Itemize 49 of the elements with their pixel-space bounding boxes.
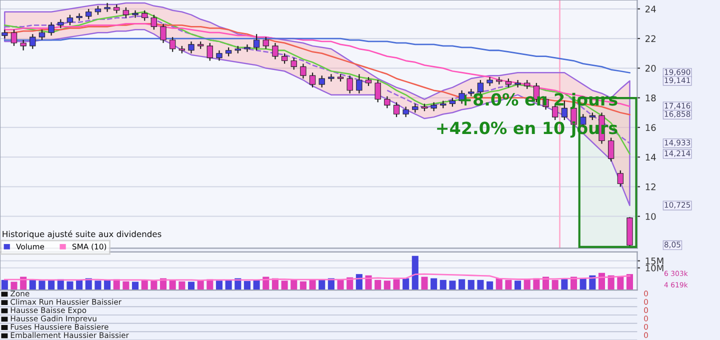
candlestick: [281, 52, 288, 64]
candlestick: [300, 63, 306, 80]
candlestick: [86, 8, 92, 20]
candlestick: [393, 102, 400, 118]
y-tick-label: 24: [646, 6, 656, 12]
y-tick-label: 18: [646, 94, 656, 102]
candlestick: [170, 36, 176, 52]
candlestick: [356, 74, 362, 94]
candlestick: [104, 2, 110, 12]
y-tick-label: 20: [646, 64, 656, 72]
y-tick-label: 12: [646, 183, 656, 190]
candlestick: [216, 50, 222, 62]
candlestick: [160, 23, 166, 44]
candlestick: [374, 79, 381, 103]
candlestick: [30, 34, 36, 50]
candlestick: [318, 75, 325, 88]
candlestick: [244, 44, 250, 52]
candlestick: [290, 57, 297, 70]
candlestick: [514, 79, 521, 88]
line-series: [4, 273, 630, 281]
candlestick: [38, 29, 46, 41]
candlestick: [262, 36, 269, 50]
candlestick: [253, 34, 260, 51]
candlestick: [10, 29, 18, 46]
candlestick: [66, 14, 74, 26]
candlestick: [142, 10, 148, 22]
y-tick-label: 14: [646, 154, 656, 160]
candlestick: [608, 137, 614, 162]
annotation: Historique ajusté suite aux dividendes: [2, 230, 162, 239]
candlestick: [20, 39, 26, 51]
candlestick: [272, 42, 278, 60]
candlestick: [206, 42, 213, 62]
candlestick: [384, 96, 390, 109]
candlestick: [346, 75, 353, 94]
candlestick: [402, 106, 409, 118]
candlestick: [150, 14, 158, 30]
candlestick: [76, 12, 82, 22]
y-tick-label: 16: [646, 124, 656, 131]
y-tick-label: 10: [646, 213, 656, 220]
candlestick: [328, 74, 334, 82]
y-tick-label: 15M: [646, 258, 664, 264]
candlestick: [188, 40, 194, 54]
candlestick: [309, 72, 316, 88]
y-tick-label: 10M: [646, 264, 664, 272]
candlestick: [48, 22, 54, 36]
candlestick: [617, 170, 624, 188]
y-tick-label: 22: [646, 35, 656, 42]
candlestick: [132, 10, 138, 18]
candlestick: [122, 6, 130, 18]
